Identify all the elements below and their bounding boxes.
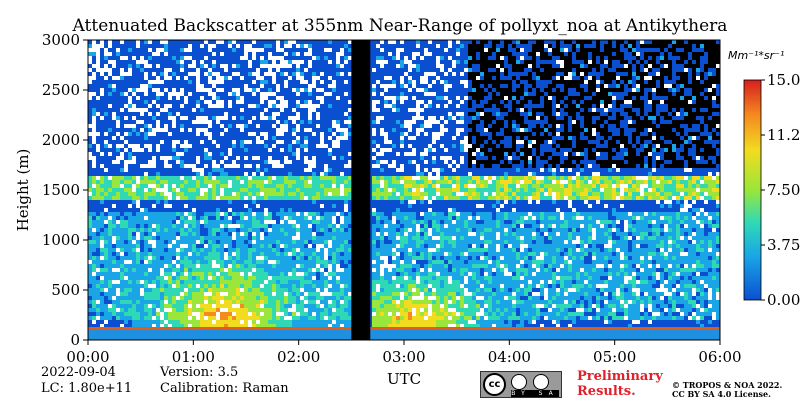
- colorbar: [743, 79, 762, 301]
- x-tick-label: 00:00: [66, 348, 109, 366]
- copyright-line-1: © TROPOS & NOA 2022.: [672, 380, 783, 390]
- x-tick-label: 02:00: [277, 348, 320, 366]
- meta-version: Version: 3.5: [160, 365, 239, 380]
- y-tick-label: 2000: [42, 131, 80, 149]
- y-tick-label: 500: [51, 281, 80, 299]
- colorbar-tick-label: 7.50: [767, 181, 800, 199]
- preliminary-notice: Preliminary Results.: [577, 369, 663, 399]
- meta-date: 2022-09-04: [41, 365, 116, 380]
- colorbar-tick-label: 11.25: [767, 126, 800, 144]
- badge-text: BY SA: [511, 390, 559, 397]
- meta-calibration: Calibration: Raman: [160, 381, 289, 396]
- y-tick-label: 1000: [42, 231, 80, 249]
- colorbar-unit: Mm⁻¹*sr⁻¹: [728, 49, 785, 62]
- y-tick-label: 3000: [42, 31, 80, 49]
- colorbar-tick-label: 0.00: [767, 291, 800, 309]
- colorbar-tick-label: 15.00: [767, 71, 800, 89]
- preliminary-line-2: Results.: [577, 384, 636, 399]
- y-axis-label: Height (m): [14, 149, 32, 232]
- copyright: © TROPOS & NOA 2022. CC BY SA 4.0 Licens…: [672, 381, 782, 399]
- preliminary-line-1: Preliminary: [577, 369, 663, 384]
- meta-lc: LC: 1.80e+11: [41, 381, 133, 396]
- y-tick-label: 1500: [42, 181, 80, 199]
- chart-title: Attenuated Backscatter at 355nm Near-Ran…: [72, 16, 728, 36]
- x-tick-label: 05:00: [593, 348, 636, 366]
- x-tick-label: 03:00: [382, 348, 425, 366]
- by-icon: [511, 374, 527, 390]
- colorbar-tick-label: 3.75: [767, 236, 800, 254]
- x-tick-label: 06:00: [698, 348, 741, 366]
- y-tick-label: 0: [70, 331, 80, 349]
- y-tick-label: 2500: [42, 81, 80, 99]
- x-axis-label: UTC: [387, 370, 421, 388]
- backscatter-heatmap: [88, 40, 720, 340]
- cc-icon: cc: [483, 373, 506, 396]
- copyright-line-2: CC BY SA 4.0 License.: [672, 389, 771, 399]
- x-tick-label: 01:00: [172, 348, 215, 366]
- surface-layer: [88, 330, 720, 340]
- surface-layer-top: [88, 327, 720, 330]
- cc-license-badge: cc BY SA: [480, 371, 562, 398]
- sa-icon: [533, 374, 549, 390]
- x-tick-label: 04:00: [488, 348, 531, 366]
- data-gap: [351, 40, 371, 340]
